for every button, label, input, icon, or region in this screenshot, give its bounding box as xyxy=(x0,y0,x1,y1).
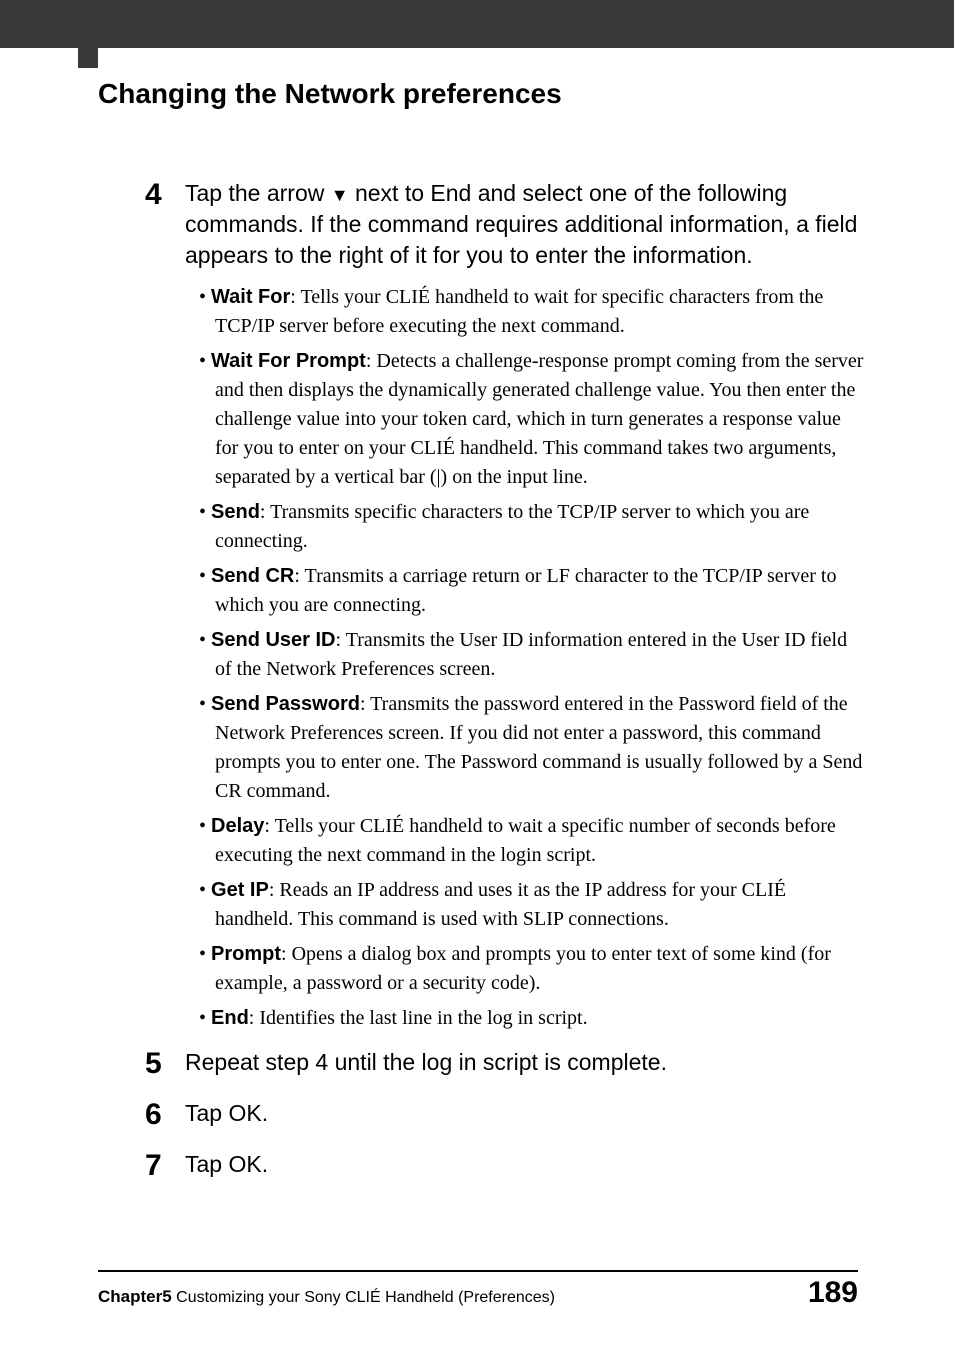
step-intro-prefix: Tap the arrow xyxy=(185,180,331,206)
term: Wait For xyxy=(211,286,290,308)
section-title: Changing the Network preferences xyxy=(98,78,562,110)
bullet-item: Send CR: Transmits a carriage return or … xyxy=(199,562,865,620)
desc: : Opens a dialog box and prompts you to … xyxy=(215,943,831,994)
bullet-item: Prompt: Opens a dialog box and prompts y… xyxy=(199,940,865,998)
desc: : Transmits a carriage return or LF char… xyxy=(215,565,836,616)
step-body: Repeat step 4 until the log in script is… xyxy=(185,1047,865,1090)
chapter-text: Customizing your Sony CLIÉ Handheld (Pre… xyxy=(176,1289,555,1306)
step-4: 4 Tap the arrow ▼ next to End and select… xyxy=(145,178,865,1039)
step-number: 5 xyxy=(145,1047,185,1080)
step-body: Tap OK. xyxy=(185,1098,865,1141)
term: Send xyxy=(211,501,260,523)
page-number: 189 xyxy=(808,1276,858,1310)
content-area: 4 Tap the arrow ▼ next to End and select… xyxy=(145,178,865,1200)
step-5: 5 Repeat step 4 until the log in script … xyxy=(145,1047,865,1090)
term: Send CR xyxy=(211,565,294,587)
step-number: 7 xyxy=(145,1149,185,1182)
bullet-item: End: Identifies the last line in the log… xyxy=(199,1004,865,1033)
desc: : Tells your CLIÉ handheld to wait for s… xyxy=(215,286,823,337)
bullet-list: Wait For: Tells your CLIÉ handheld to wa… xyxy=(185,283,865,1033)
page: Changing the Network preferences 4 Tap t… xyxy=(0,0,954,1352)
bullet-item: Get IP: Reads an IP address and uses it … xyxy=(199,876,865,934)
desc: : Reads an IP address and uses it as the… xyxy=(215,879,786,930)
footer-divider xyxy=(98,1270,858,1272)
term: Prompt xyxy=(211,943,281,965)
term: Delay xyxy=(211,815,264,837)
term: Send User ID xyxy=(211,629,335,651)
step-number: 6 xyxy=(145,1098,185,1131)
term: Wait For Prompt xyxy=(211,350,366,372)
term: End xyxy=(211,1007,249,1029)
desc: : Tells your CLIÉ handheld to wait a spe… xyxy=(215,815,836,866)
bullet-item: Send User ID: Transmits the User ID info… xyxy=(199,626,865,684)
bullet-item: Wait For: Tells your CLIÉ handheld to wa… xyxy=(199,283,865,341)
step-body: Tap OK. xyxy=(185,1149,865,1192)
desc: : Transmits specific characters to the T… xyxy=(215,501,809,552)
step-number: 4 xyxy=(145,178,185,211)
step-intro: Repeat step 4 until the log in script is… xyxy=(185,1047,865,1078)
step-intro: Tap OK. xyxy=(185,1098,865,1129)
bullet-item: Send: Transmits specific characters to t… xyxy=(199,498,865,556)
footer: Chapter5 Customizing your Sony CLIÉ Hand… xyxy=(98,1276,858,1310)
step-6: 6 Tap OK. xyxy=(145,1098,865,1141)
down-arrow-icon: ▼ xyxy=(331,185,349,205)
header-bar xyxy=(0,0,954,48)
step-7: 7 Tap OK. xyxy=(145,1149,865,1192)
bullet-item: Wait For Prompt: Detects a challenge-res… xyxy=(199,347,865,492)
footer-left: Chapter5 Customizing your Sony CLIÉ Hand… xyxy=(98,1287,555,1307)
chapter-label: Chapter5 xyxy=(98,1287,172,1306)
step-body: Tap the arrow ▼ next to End and select o… xyxy=(185,178,865,1039)
desc: : Identifies the last line in the log in… xyxy=(249,1007,588,1029)
term: Send Password xyxy=(211,693,360,715)
term: Get IP xyxy=(211,879,269,901)
header-tab xyxy=(78,0,98,68)
step-intro: Tap the arrow ▼ next to End and select o… xyxy=(185,178,865,271)
step-intro: Tap OK. xyxy=(185,1149,865,1180)
bullet-item: Send Password: Transmits the password en… xyxy=(199,690,865,806)
bullet-item: Delay: Tells your CLIÉ handheld to wait … xyxy=(199,812,865,870)
